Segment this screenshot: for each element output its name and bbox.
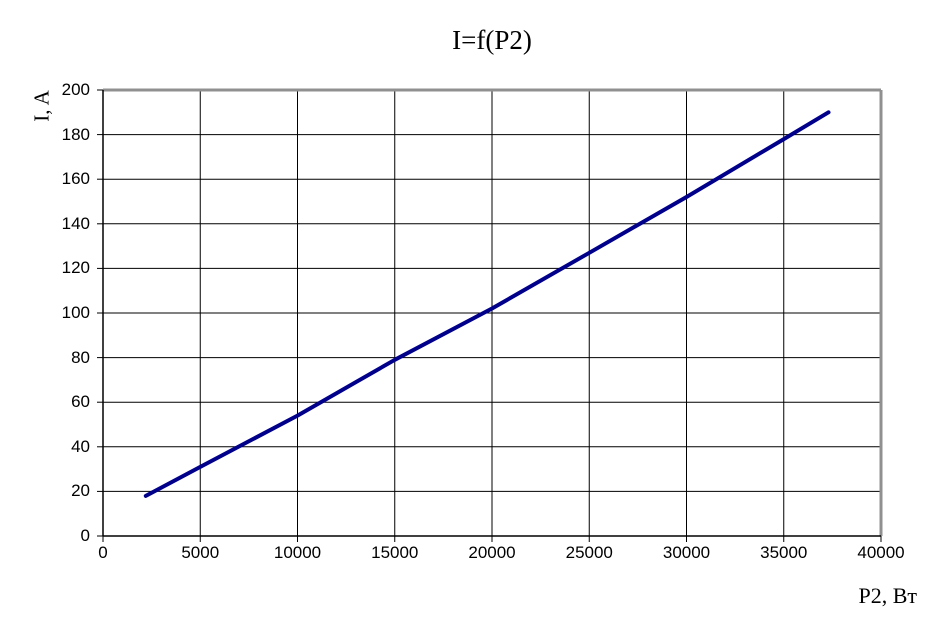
y-tick-label: 140 xyxy=(61,213,90,233)
y-tick-label: 100 xyxy=(61,303,90,322)
plot-area xyxy=(97,88,883,542)
y-tick-label: 40 xyxy=(71,436,90,456)
y-tick-label: 120 xyxy=(61,258,90,278)
y-tick-label: 80 xyxy=(71,347,90,367)
series-line-I xyxy=(143,110,831,498)
x-tick-label: 10000 xyxy=(273,543,322,562)
y-tick-label: 160 xyxy=(61,169,90,189)
plot-svg xyxy=(97,88,883,542)
chart-title: I=f(P2) xyxy=(452,25,532,55)
y-tick-label: 0 xyxy=(80,526,90,545)
x-tick-label: 35000 xyxy=(760,543,808,562)
y-tick-label: 60 xyxy=(71,392,90,412)
x-axis-label: P2, Вт xyxy=(858,583,917,608)
x-tick-label: 0 xyxy=(98,543,108,562)
x-tick-label: 30000 xyxy=(662,543,711,562)
x-axis-tick-labels: 0 5000 10000 15000 20000 25000 30000 35000 40000 xyxy=(98,543,904,565)
x-tick-label: 20000 xyxy=(468,543,516,562)
y-tick-label: 200 xyxy=(61,80,90,99)
x-tick-label: 15000 xyxy=(371,543,419,562)
y-tick-label: 20 xyxy=(71,481,90,501)
y-axis-tick-labels: 0 20 40 60 80 100 120 140 160 180 200 xyxy=(0,80,96,545)
y-tick-label: 180 xyxy=(61,124,90,144)
x-tick-label: 5000 xyxy=(181,543,220,562)
x-tick-label: 25000 xyxy=(565,543,613,562)
x-tick-label: 40000 xyxy=(857,543,905,562)
